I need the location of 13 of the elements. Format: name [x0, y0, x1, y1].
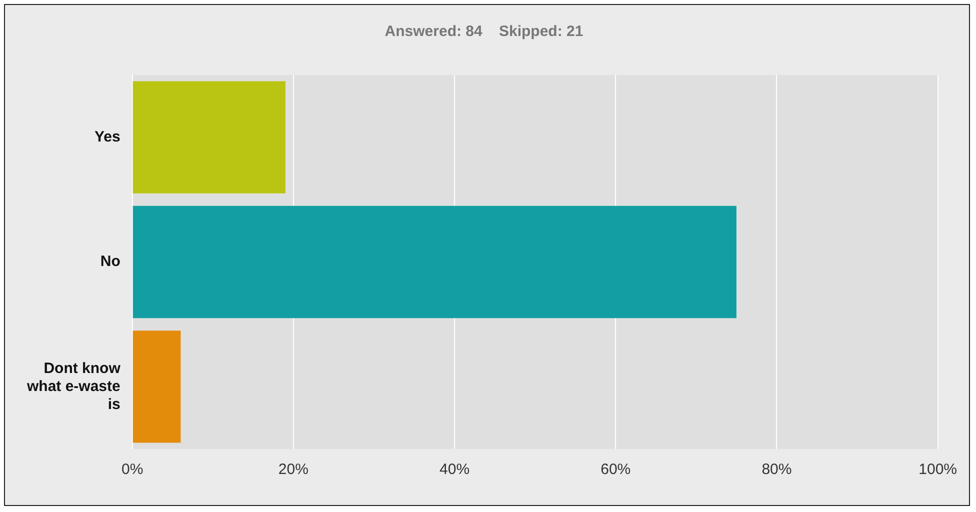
y-tick-label: Dont know what e-waste is: [26, 360, 121, 413]
x-tick-label: 0%: [122, 461, 144, 478]
x-tick-label: 40%: [440, 461, 470, 478]
y-tick-label: No: [100, 253, 120, 270]
x-tick-label: 20%: [278, 461, 308, 478]
chart-title: Answered: 84 Skipped: 21: [384, 23, 584, 40]
x-tick-label: 80%: [762, 461, 792, 478]
x-tick-label: 60%: [600, 461, 631, 478]
x-tick-label: 100%: [918, 461, 958, 478]
bar: [132, 81, 286, 194]
y-tick-label: Yes: [94, 128, 120, 146]
bar: [132, 330, 181, 443]
bar: [132, 206, 736, 318]
